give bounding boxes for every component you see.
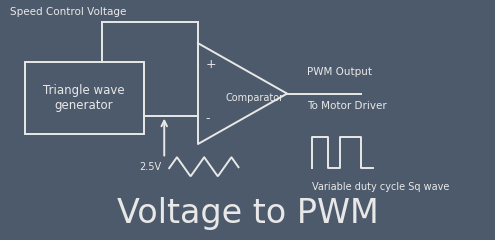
Text: 2.5V: 2.5V [140,162,162,172]
Text: +: + [205,58,216,71]
Text: Triangle wave
generator: Triangle wave generator [44,84,125,112]
Text: PWM Output: PWM Output [307,67,372,77]
Text: -: - [205,112,210,125]
Text: Speed Control Voltage: Speed Control Voltage [10,7,126,17]
Text: Comparator: Comparator [225,93,283,103]
Text: Voltage to PWM: Voltage to PWM [117,197,378,230]
Text: Variable duty cycle Sq wave: Variable duty cycle Sq wave [312,182,449,192]
Text: To Motor Driver: To Motor Driver [307,101,387,111]
